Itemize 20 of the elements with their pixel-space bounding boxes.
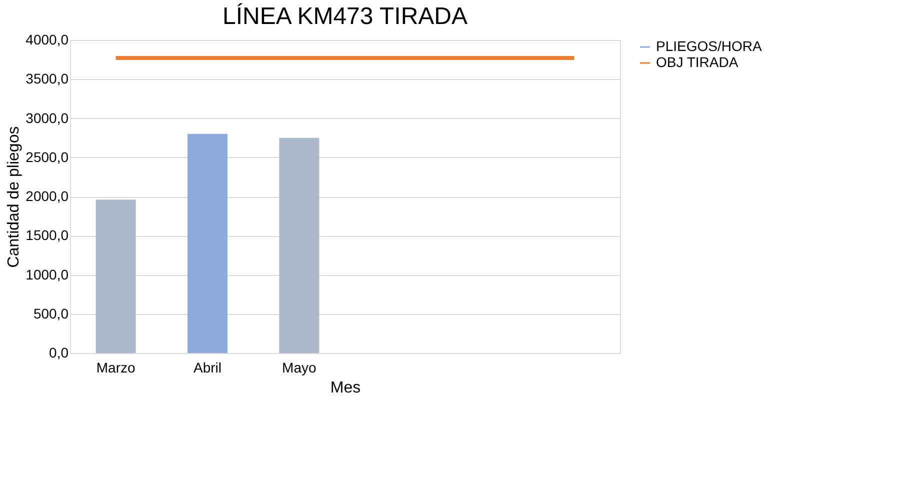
- bar: [96, 200, 136, 353]
- legend-label: OBJ TIRADA: [656, 54, 739, 70]
- y-tick-label: 2500,0: [26, 148, 69, 165]
- y-tick-label: 500,0: [33, 305, 69, 322]
- x-tick-label: Marzo: [96, 360, 136, 376]
- legend-label: PLIEGOS/HORA: [656, 38, 762, 54]
- x-axis-title: Mes: [330, 380, 361, 396]
- y-tick-label: 3000,0: [26, 110, 69, 126]
- bar: [279, 138, 320, 353]
- bar: [188, 134, 228, 353]
- y-tick-label: 4000,0: [26, 32, 69, 48]
- y-tick-label: 2000,0: [26, 188, 69, 204]
- y-tick-label: 1500,0: [26, 227, 69, 244]
- y-tick-label: 1000,0: [26, 266, 69, 282]
- y-tick-label: 0,0: [49, 344, 69, 360]
- y-axis-title: Cantidad de pliegos: [6, 126, 23, 268]
- y-tick-label: 3500,0: [26, 70, 69, 87]
- chart-title: LÍNEA KM473 TIRADA: [222, 3, 468, 30]
- x-tick-label: Abril: [193, 360, 222, 376]
- x-tick-label: Mayo: [282, 360, 316, 376]
